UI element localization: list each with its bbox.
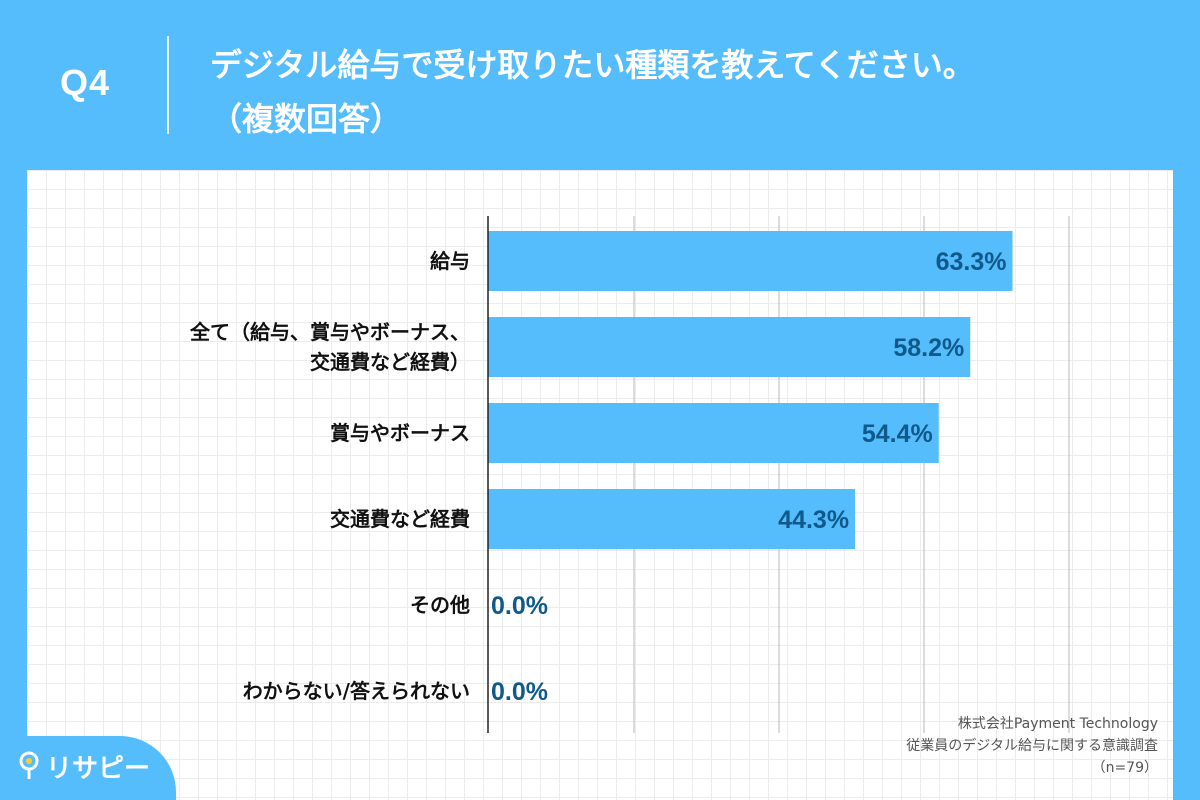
header: Q4 デジタル給与で受け取りたい種類を教えてください。 （複数回答） <box>0 0 1200 170</box>
question-label: Q4 <box>60 62 111 103</box>
source-sample-size: （n=79） <box>1091 760 1158 776</box>
chart-subtitle: （複数回答） <box>210 100 403 138</box>
value-label: 0.0% <box>491 678 548 706</box>
category-label: わからない/答えられない <box>243 679 470 703</box>
category-label-line: 交通費など経費 <box>330 507 470 531</box>
bar <box>488 317 971 377</box>
bar <box>488 403 939 463</box>
source-note: 株式会社Payment Technology 従業員のデジタル給与に関する意識調… <box>906 713 1158 779</box>
logo: リサピー <box>0 736 176 800</box>
header-divider <box>167 36 169 134</box>
category-label: 賞与やボーナス <box>330 421 470 445</box>
bar <box>488 489 856 549</box>
category-label: 交通費など経費 <box>330 507 470 531</box>
value-label: 54.4% <box>862 420 933 448</box>
value-label: 44.3% <box>778 506 849 534</box>
chart-panel: 給与 63.3% 全て（給与、賞与やボーナス、交通費など経費） 58.2% 賞与やボーナ… <box>27 170 1173 800</box>
category-label-line: その他 <box>410 593 470 617</box>
value-label: 58.2% <box>893 334 964 362</box>
value-label: 63.3% <box>936 248 1007 276</box>
bar <box>488 231 1013 291</box>
chart-title: デジタル給与で受け取りたい種類を教えてください。 <box>210 46 975 84</box>
pin-icon <box>19 751 39 779</box>
category-label-line: わからない/答えられない <box>243 679 470 703</box>
category-label: その他 <box>410 593 470 617</box>
category-label-line: 交通費など経費） <box>310 350 470 374</box>
logo-text: リサピー <box>46 754 151 784</box>
source-survey: 従業員のデジタル給与に関する意識調査 <box>906 738 1158 754</box>
category-label-line: 給与 <box>430 249 470 273</box>
category-label: 全て（給与、賞与やボーナス、交通費など経費） <box>189 320 470 374</box>
source-company: 株式会社Payment Technology <box>957 716 1158 732</box>
value-label: 0.0% <box>491 592 548 620</box>
bar-chart: 給与 63.3% 全て（給与、賞与やボーナス、交通費など経費） 58.2% 賞与やボーナ… <box>189 216 1070 733</box>
category-label-line: 賞与やボーナス <box>330 421 470 445</box>
category-label: 給与 <box>430 249 470 273</box>
category-label-line: 全て（給与、賞与やボーナス、 <box>189 320 470 344</box>
